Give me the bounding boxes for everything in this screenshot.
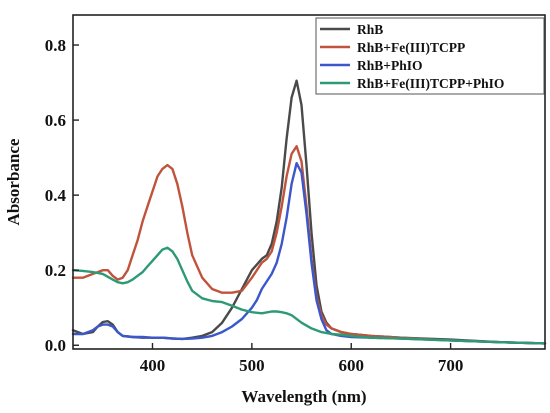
x-tick-label: 600 <box>338 356 364 375</box>
y-axis: 0.0 0.2 0.4 0.6 0.8 <box>45 36 79 355</box>
legend-label: RhB+Fe(III)TCPP <box>357 40 465 55</box>
legend-box <box>315 17 545 95</box>
x-tick-label: 500 <box>239 356 265 375</box>
y-axis-label: Absorbance <box>4 138 23 225</box>
legend: RhB RhB+Fe(III)TCPP RhB+PhIO RhB+Fe(III)TCP… <box>315 17 545 95</box>
y-tick-label: 0.0 <box>45 336 66 355</box>
series-line-2 <box>71 145 547 345</box>
y-tick-label: 0.2 <box>45 261 66 280</box>
x-axis: 400 500 600 700 <box>140 343 464 375</box>
y-tick-label: 0.6 <box>45 111 66 130</box>
x-tick-label: 400 <box>140 356 166 375</box>
y-tick-label: 0.8 <box>45 36 66 55</box>
legend-label: RhB+Fe(III)TCPP+PhIO <box>357 76 504 91</box>
legend-label: RhB <box>357 22 383 37</box>
plot-frame <box>72 14 546 350</box>
legend-label: RhB+PhIO <box>357 58 422 73</box>
x-axis-label: Wavelength (nm) <box>241 387 366 406</box>
x-tick-label: 700 <box>438 356 464 375</box>
y-tick-label: 0.4 <box>45 186 67 205</box>
series-layer <box>71 79 547 345</box>
series-line-4 <box>71 246 547 345</box>
